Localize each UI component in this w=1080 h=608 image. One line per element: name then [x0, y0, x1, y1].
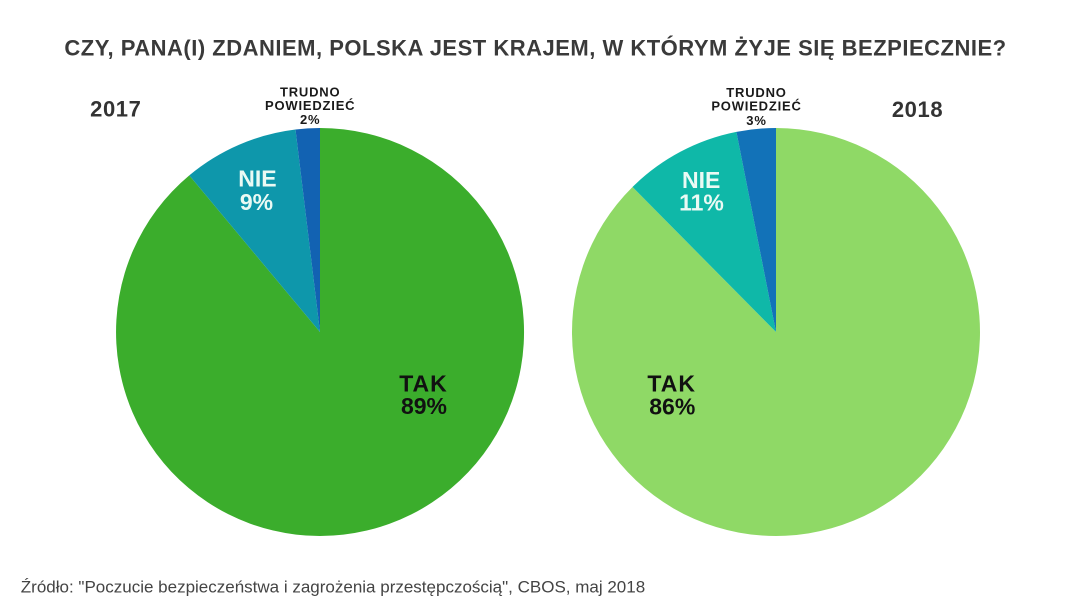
svg-text:2018: 2018	[892, 97, 943, 122]
svg-text:Źródło: "Poczucie bezpieczeńst: Źródło: "Poczucie bezpieczeństwa i zagro…	[21, 578, 645, 597]
svg-text:POWIEDZIEĆ: POWIEDZIEĆ	[711, 99, 801, 114]
svg-text:3%: 3%	[746, 113, 766, 128]
svg-text:POWIEDZIEĆ: POWIEDZIEĆ	[265, 98, 355, 113]
svg-text:NIE: NIE	[238, 166, 276, 192]
svg-text:TAK: TAK	[647, 371, 696, 397]
svg-text:TRUDNO: TRUDNO	[726, 85, 786, 100]
svg-text:89%: 89%	[401, 393, 447, 419]
svg-text:11%: 11%	[679, 190, 724, 216]
svg-text:2%: 2%	[300, 112, 320, 127]
svg-text:NIE: NIE	[682, 167, 720, 193]
svg-text:86%: 86%	[649, 393, 695, 419]
svg-text:2017: 2017	[90, 96, 141, 121]
svg-text:9%: 9%	[240, 189, 273, 215]
svg-text:TAK: TAK	[399, 371, 448, 397]
svg-text:TRUDNO: TRUDNO	[280, 84, 340, 99]
svg-text:CZY, PANA(I) ZDANIEM, POLSKA J: CZY, PANA(I) ZDANIEM, POLSKA JEST KRAJEM…	[64, 35, 1006, 60]
